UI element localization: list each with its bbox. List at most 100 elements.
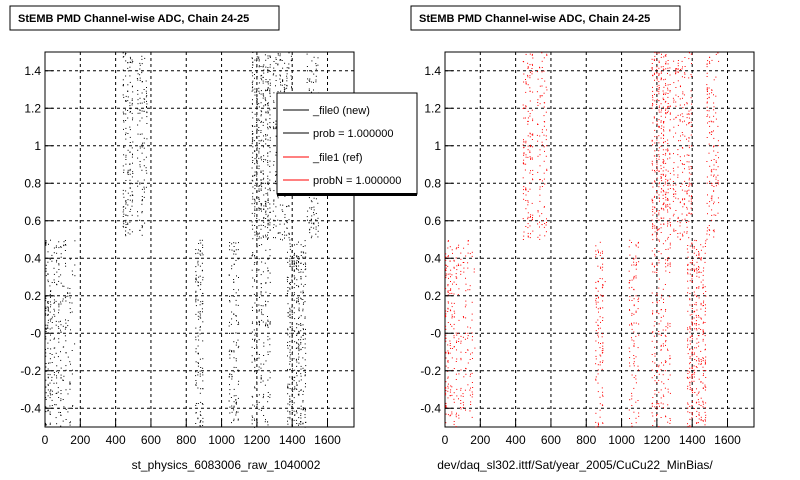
data-point bbox=[294, 283, 296, 285]
data-point bbox=[633, 411, 635, 413]
data-point bbox=[651, 67, 653, 68]
data-point bbox=[702, 340, 704, 342]
data-point bbox=[69, 288, 71, 289]
data-point bbox=[665, 336, 667, 337]
data-point bbox=[680, 160, 681, 162]
data-point bbox=[269, 211, 271, 213]
data-point bbox=[672, 167, 674, 169]
data-point bbox=[667, 378, 669, 380]
data-point bbox=[122, 225, 124, 227]
data-point bbox=[254, 280, 256, 282]
data-point bbox=[256, 286, 258, 288]
data-point bbox=[530, 144, 531, 146]
data-point bbox=[139, 97, 141, 99]
data-point bbox=[296, 302, 298, 304]
data-point bbox=[525, 140, 527, 142]
data-point bbox=[631, 312, 633, 314]
data-point bbox=[127, 215, 129, 217]
y-tick-label: 1 bbox=[34, 139, 41, 153]
data-point bbox=[656, 98, 658, 100]
data-point bbox=[256, 413, 258, 415]
data-point bbox=[132, 117, 134, 119]
data-point bbox=[313, 206, 315, 208]
data-point bbox=[681, 113, 683, 115]
data-point bbox=[315, 213, 317, 214]
data-point bbox=[539, 194, 541, 196]
data-point bbox=[56, 392, 58, 394]
data-point bbox=[602, 295, 604, 296]
data-point bbox=[122, 221, 124, 223]
data-point bbox=[451, 357, 453, 359]
data-point bbox=[260, 93, 262, 95]
data-point bbox=[684, 120, 685, 122]
data-point bbox=[709, 180, 711, 182]
data-point bbox=[698, 378, 700, 380]
data-point bbox=[637, 308, 639, 310]
data-point bbox=[132, 141, 134, 143]
data-point bbox=[231, 350, 232, 352]
data-point bbox=[597, 290, 599, 292]
data-point bbox=[125, 120, 127, 121]
data-point bbox=[254, 419, 256, 421]
data-point bbox=[471, 255, 473, 257]
data-point bbox=[654, 212, 656, 214]
data-point bbox=[637, 246, 639, 248]
data-point bbox=[635, 268, 637, 270]
data-point bbox=[460, 351, 462, 353]
data-point bbox=[62, 325, 64, 327]
data-point bbox=[252, 238, 254, 240]
data-point bbox=[287, 251, 288, 253]
data-point bbox=[602, 296, 604, 297]
data-point bbox=[69, 308, 71, 310]
data-point bbox=[527, 145, 529, 147]
data-point bbox=[465, 304, 467, 306]
data-point bbox=[287, 281, 288, 283]
data-point bbox=[677, 166, 679, 168]
data-point bbox=[537, 104, 539, 106]
data-point bbox=[279, 74, 281, 76]
data-point bbox=[629, 254, 631, 256]
data-point bbox=[199, 373, 201, 375]
data-point bbox=[661, 208, 663, 210]
data-point bbox=[472, 393, 474, 395]
data-point bbox=[445, 270, 447, 271]
data-point bbox=[537, 102, 539, 103]
data-point bbox=[529, 113, 531, 115]
data-point bbox=[265, 305, 267, 307]
data-point bbox=[305, 252, 307, 254]
data-point bbox=[602, 345, 604, 347]
data-point bbox=[656, 415, 657, 417]
data-point bbox=[273, 219, 275, 221]
data-point bbox=[45, 423, 47, 425]
data-point bbox=[539, 179, 541, 181]
data-point bbox=[256, 344, 258, 346]
data-point bbox=[273, 200, 275, 202]
data-point bbox=[691, 390, 693, 392]
data-point bbox=[282, 239, 283, 241]
data-point bbox=[656, 294, 658, 296]
data-point bbox=[660, 253, 662, 255]
data-point bbox=[678, 140, 679, 142]
data-point bbox=[267, 87, 269, 89]
data-point bbox=[527, 123, 529, 125]
data-point bbox=[273, 121, 275, 123]
data-point bbox=[62, 300, 64, 302]
data-point bbox=[279, 53, 281, 55]
data-point bbox=[228, 376, 230, 378]
data-point bbox=[460, 359, 462, 361]
data-point bbox=[202, 311, 203, 313]
data-point bbox=[691, 103, 693, 105]
data-point bbox=[597, 301, 599, 303]
data-point bbox=[687, 370, 689, 372]
data-point bbox=[445, 315, 446, 317]
data-point bbox=[711, 199, 713, 201]
data-point bbox=[654, 129, 656, 131]
data-point bbox=[124, 54, 126, 56]
data-point bbox=[71, 270, 73, 272]
data-point bbox=[539, 165, 541, 167]
data-point bbox=[669, 129, 671, 131]
data-point bbox=[713, 229, 715, 231]
data-point bbox=[287, 383, 289, 385]
data-point bbox=[673, 136, 674, 138]
right-plot-title-box: StEMB PMD Channel-wise ADC, Chain 24-25 bbox=[410, 5, 681, 31]
